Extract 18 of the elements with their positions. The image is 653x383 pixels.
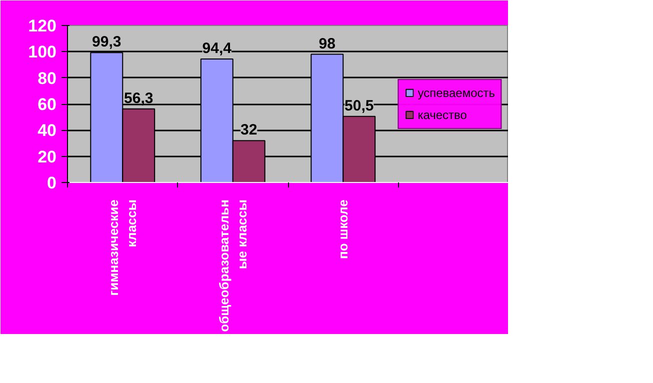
y-tick-label: 0: [47, 174, 57, 192]
data-label: 32: [240, 122, 258, 139]
y-tick-label: 80: [38, 68, 57, 88]
y-tick-label: 40: [38, 121, 57, 140]
y-tick-label: 120: [28, 16, 57, 36]
data-label: 50,5: [344, 97, 374, 114]
y-tick-label: 100: [28, 42, 57, 62]
x-tick-label: по школе: [336, 199, 351, 260]
data-label: 94,4: [202, 40, 232, 57]
legend-label: успеваемость: [418, 86, 495, 100]
data-label: 98: [318, 35, 336, 52]
y-tick-label: 60: [38, 95, 57, 114]
data-label: 56,3: [124, 90, 154, 107]
x-tick-label: общеобразовательн ые классы: [216, 199, 250, 332]
x-tick-label: гимназические классы: [106, 199, 140, 296]
legend-label: качество: [418, 108, 467, 122]
y-tick-label: 20: [38, 147, 57, 166]
data-label: 99,3: [92, 34, 122, 51]
